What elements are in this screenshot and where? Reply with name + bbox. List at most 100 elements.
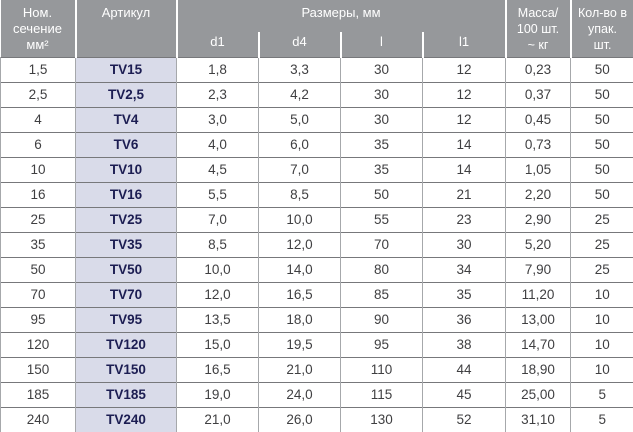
cell-nom: 240: [0, 406, 76, 432]
cell-article: TV70: [75, 281, 177, 307]
cell-mass: 13,00: [505, 306, 571, 332]
cell-nom: 16: [0, 181, 76, 207]
cell-d4: 3,3: [258, 56, 341, 82]
table-row: 150 TV150 16,5 21,0 110 44 18,90 10: [0, 356, 633, 382]
table-row: 16 TV16 5,5 8,5 50 21 2,20 50: [0, 181, 633, 207]
table-row: 95 TV95 13,5 18,0 90 36 13,00 10: [0, 306, 633, 332]
cell-nom: 185: [0, 381, 76, 407]
cell-l: 30: [340, 106, 423, 132]
cell-d4: 7,0: [258, 156, 341, 182]
cell-d1: 8,5: [176, 231, 259, 257]
cell-qty: 10: [570, 306, 633, 332]
cell-nom: 6: [0, 131, 76, 157]
cell-d1: 4,5: [176, 156, 259, 182]
cell-article: TV25: [75, 206, 177, 232]
cell-article: TV16: [75, 181, 177, 207]
cell-qty: 50: [570, 156, 633, 182]
cell-qty: 25: [570, 256, 633, 282]
cell-d1: 19,0: [176, 381, 259, 407]
table-body: 1,5 TV15 1,8 3,3 30 12 0,23 50 2,5 TV2,5 2,3 4,2 30 1…: [0, 56, 633, 432]
cell-qty: 50: [570, 56, 633, 82]
cell-nom: 35: [0, 231, 76, 257]
cell-mass: 0,37: [505, 81, 571, 107]
cell-d4: 6,0: [258, 131, 341, 157]
cell-d1: 16,5: [176, 356, 259, 382]
header-l: l: [339, 32, 423, 57]
cell-article: TV15: [75, 56, 177, 82]
cell-l: 30: [340, 81, 423, 107]
cell-mass: 25,00: [505, 381, 571, 407]
cell-l: 115: [340, 381, 423, 407]
cell-article: TV2,5: [75, 81, 177, 107]
cell-qty: 50: [570, 81, 633, 107]
cell-d4: 24,0: [258, 381, 341, 407]
cell-d4: 18,0: [258, 306, 341, 332]
header-dimensions-group: Размеры, мм: [176, 0, 506, 32]
cell-nom: 10: [0, 156, 76, 182]
cell-l1: 12: [422, 56, 506, 82]
header-mass: Масса/ 100 шт. ~ кг: [504, 0, 571, 57]
cell-l1: 14: [422, 131, 506, 157]
table-row: 4 TV4 3,0 5,0 30 12 0,45 50: [0, 106, 633, 132]
cell-nom: 95: [0, 306, 76, 332]
cell-article: TV4: [75, 106, 177, 132]
cell-nom: 25: [0, 206, 76, 232]
cell-d4: 14,0: [258, 256, 341, 282]
cell-mass: 5,20: [505, 231, 571, 257]
header-d1: d1: [176, 32, 259, 57]
cell-d4: 26,0: [258, 406, 341, 432]
cell-qty: 5: [570, 381, 633, 407]
cell-l1: 12: [422, 106, 506, 132]
cell-l: 50: [340, 181, 423, 207]
cell-l: 90: [340, 306, 423, 332]
cell-l1: 35: [422, 281, 506, 307]
cell-l1: 38: [422, 331, 506, 357]
cell-mass: 31,10: [505, 406, 571, 432]
cell-qty: 50: [570, 106, 633, 132]
cell-d1: 5,5: [176, 181, 259, 207]
cell-qty: 50: [570, 131, 633, 157]
header-pack-quantity: Кол-во в упак. шт.: [569, 0, 633, 57]
table-row: 35 TV35 8,5 12,0 70 30 5,20 25: [0, 231, 633, 257]
cell-d4: 12,0: [258, 231, 341, 257]
cell-d4: 19,5: [258, 331, 341, 357]
cell-l1: 21: [422, 181, 506, 207]
cell-nom: 1,5: [0, 56, 76, 82]
cell-l: 35: [340, 156, 423, 182]
cell-l1: 44: [422, 356, 506, 382]
cell-mass: 11,20: [505, 281, 571, 307]
cell-nom: 50: [0, 256, 76, 282]
cell-l1: 34: [422, 256, 506, 282]
header-row-top: Ном. сечение мм² Артикул Размеры, мм Мас…: [0, 0, 633, 57]
header-l1: l1: [421, 32, 506, 57]
cell-mass: 14,70: [505, 331, 571, 357]
cell-article: TV50: [75, 256, 177, 282]
cell-l: 55: [340, 206, 423, 232]
cell-article: TV10: [75, 156, 177, 182]
cell-mass: 0,73: [505, 131, 571, 157]
cell-mass: 0,23: [505, 56, 571, 82]
table-row: 25 TV25 7,0 10,0 55 23 2,90 25: [0, 206, 633, 232]
cell-qty: 10: [570, 281, 633, 307]
cell-mass: 0,45: [505, 106, 571, 132]
cell-d1: 4,0: [176, 131, 259, 157]
cell-d4: 10,0: [258, 206, 341, 232]
cell-l1: 23: [422, 206, 506, 232]
table-row: 10 TV10 4,5 7,0 35 14 1,05 50: [0, 156, 633, 182]
cell-d1: 1,8: [176, 56, 259, 82]
cell-article: TV120: [75, 331, 177, 357]
cell-mass: 18,90: [505, 356, 571, 382]
cell-l: 35: [340, 131, 423, 157]
header-row-sub: d1 d4 l l1: [1, 32, 633, 57]
cell-article: TV185: [75, 381, 177, 407]
cell-nom: 2,5: [0, 81, 76, 107]
cell-l: 80: [340, 256, 423, 282]
header-nominal-section: Ном. сечение мм²: [0, 0, 77, 57]
cell-article: TV95: [75, 306, 177, 332]
cell-nom: 70: [0, 281, 76, 307]
cell-mass: 7,90: [505, 256, 571, 282]
cell-d4: 5,0: [258, 106, 341, 132]
cell-d1: 7,0: [176, 206, 259, 232]
